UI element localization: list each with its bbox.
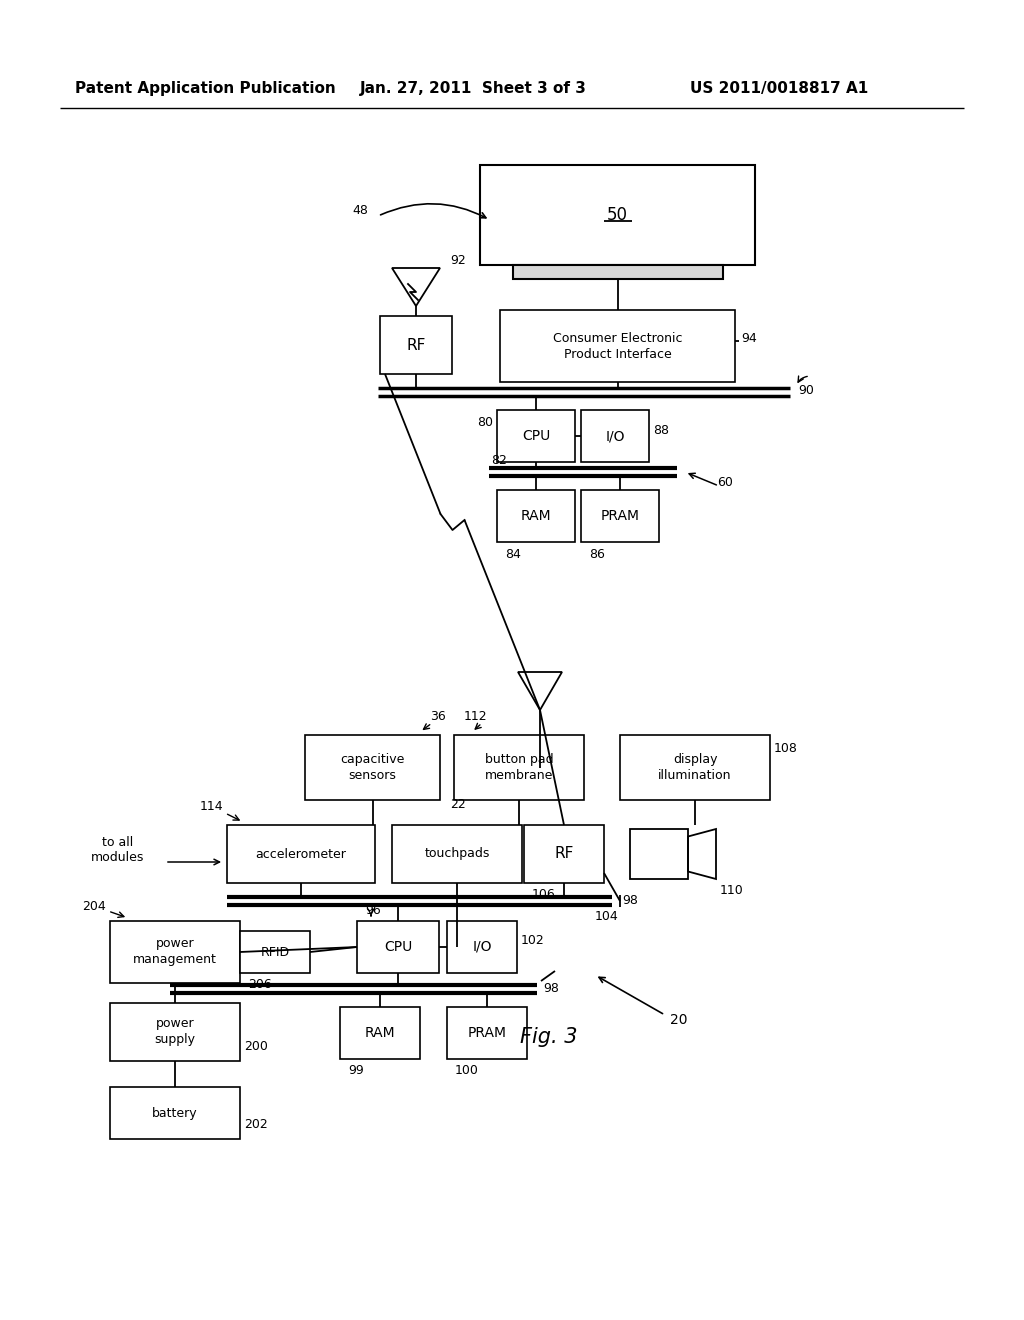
Text: 82: 82 bbox=[490, 454, 507, 466]
Text: power
management: power management bbox=[133, 937, 217, 966]
Text: accelerometer: accelerometer bbox=[256, 847, 346, 861]
Bar bbox=[512, 265, 723, 279]
Text: 98: 98 bbox=[543, 982, 559, 995]
Text: 92: 92 bbox=[450, 255, 466, 268]
Bar bbox=[447, 921, 517, 973]
Text: PRAM: PRAM bbox=[600, 510, 640, 523]
Text: RAM: RAM bbox=[365, 1026, 395, 1040]
Text: capacitive
sensors: capacitive sensors bbox=[340, 752, 404, 781]
Text: US 2011/0018817 A1: US 2011/0018817 A1 bbox=[690, 81, 868, 95]
Text: RF: RF bbox=[407, 338, 426, 352]
Text: touchpads: touchpads bbox=[424, 847, 489, 861]
Text: 100: 100 bbox=[455, 1064, 479, 1077]
Text: 84: 84 bbox=[505, 548, 521, 561]
Bar bbox=[447, 1007, 527, 1059]
Text: 22: 22 bbox=[450, 799, 466, 812]
Bar bbox=[227, 825, 375, 883]
Text: 94: 94 bbox=[741, 331, 757, 345]
Text: 110: 110 bbox=[720, 884, 743, 898]
Text: 106: 106 bbox=[532, 888, 556, 902]
Text: battery: battery bbox=[153, 1106, 198, 1119]
Bar bbox=[497, 490, 575, 543]
Text: PRAM: PRAM bbox=[468, 1026, 507, 1040]
Text: to all
modules: to all modules bbox=[91, 836, 144, 865]
Text: RAM: RAM bbox=[520, 510, 551, 523]
Text: 36: 36 bbox=[430, 710, 445, 723]
Text: Fig. 3: Fig. 3 bbox=[520, 1027, 578, 1047]
Bar bbox=[524, 825, 604, 883]
Text: 98: 98 bbox=[622, 895, 638, 908]
Bar bbox=[110, 1003, 240, 1061]
Text: I/O: I/O bbox=[472, 940, 492, 954]
Text: 90: 90 bbox=[798, 384, 814, 396]
Bar bbox=[620, 735, 770, 800]
Text: Patent Application Publication: Patent Application Publication bbox=[75, 81, 336, 95]
Text: CPU: CPU bbox=[384, 940, 412, 954]
Text: 114: 114 bbox=[200, 800, 223, 813]
Text: I/O: I/O bbox=[605, 429, 625, 444]
Bar bbox=[380, 315, 452, 374]
Bar bbox=[340, 1007, 420, 1059]
Bar bbox=[480, 165, 755, 265]
Bar bbox=[392, 825, 522, 883]
Text: Consumer Electronic
Product Interface: Consumer Electronic Product Interface bbox=[553, 331, 682, 360]
Bar bbox=[240, 931, 310, 973]
Text: power
supply: power supply bbox=[155, 1018, 196, 1047]
Text: 86: 86 bbox=[589, 548, 605, 561]
Bar bbox=[110, 921, 240, 983]
Text: CPU: CPU bbox=[522, 429, 550, 444]
Text: RF: RF bbox=[554, 846, 573, 862]
Text: 204: 204 bbox=[82, 899, 106, 912]
Text: 80: 80 bbox=[477, 416, 493, 429]
Bar bbox=[110, 1086, 240, 1139]
Text: 20: 20 bbox=[670, 1012, 687, 1027]
Text: 104: 104 bbox=[595, 911, 618, 924]
Text: 108: 108 bbox=[774, 742, 798, 755]
Bar bbox=[581, 490, 659, 543]
Bar bbox=[500, 310, 735, 381]
Text: 99: 99 bbox=[348, 1064, 364, 1077]
Text: 202: 202 bbox=[244, 1118, 267, 1130]
Text: button pad
membrane: button pad membrane bbox=[484, 752, 553, 781]
Bar bbox=[305, 735, 440, 800]
Text: 48: 48 bbox=[352, 203, 368, 216]
Bar bbox=[357, 921, 439, 973]
Text: 102: 102 bbox=[521, 935, 545, 948]
Text: 112: 112 bbox=[464, 710, 487, 723]
Bar bbox=[581, 411, 649, 462]
Text: 206: 206 bbox=[248, 978, 271, 991]
Text: 60: 60 bbox=[717, 477, 733, 490]
Text: 200: 200 bbox=[244, 1040, 268, 1052]
Text: Jan. 27, 2011  Sheet 3 of 3: Jan. 27, 2011 Sheet 3 of 3 bbox=[360, 81, 587, 95]
Text: 96: 96 bbox=[365, 904, 381, 917]
Text: 88: 88 bbox=[653, 424, 669, 437]
Text: display
illumination: display illumination bbox=[658, 752, 732, 781]
Bar bbox=[630, 829, 688, 879]
Text: RFID: RFID bbox=[260, 945, 290, 958]
Bar bbox=[454, 735, 584, 800]
Text: 50: 50 bbox=[607, 206, 628, 224]
Bar bbox=[497, 411, 575, 462]
